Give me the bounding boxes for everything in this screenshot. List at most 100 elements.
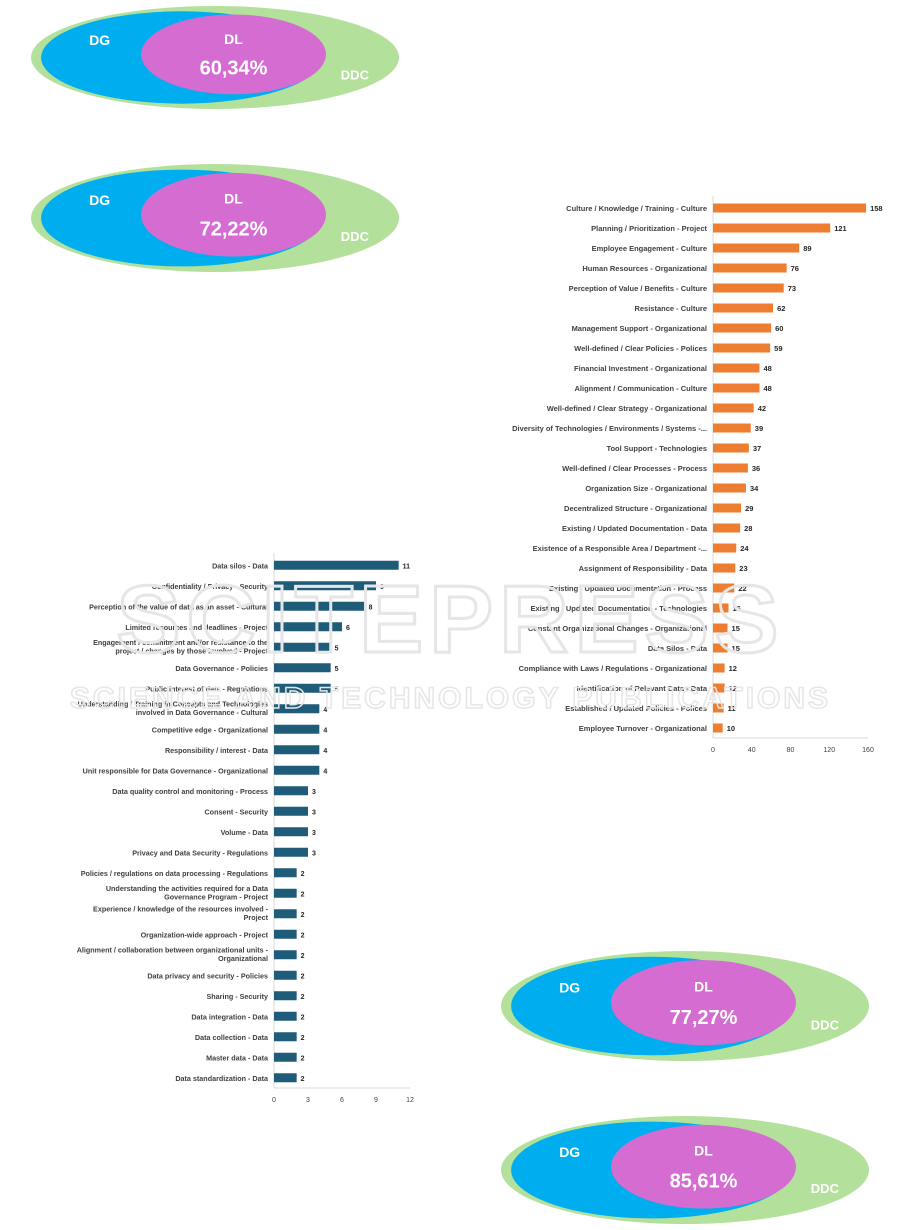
bar bbox=[713, 463, 748, 473]
category-label-line: Volume - Data bbox=[221, 828, 269, 837]
category-label-line: Alignment / collaboration between organi… bbox=[77, 946, 269, 955]
bar bbox=[274, 1032, 297, 1042]
venn-middle-label: DG bbox=[89, 192, 110, 208]
x-tick-label: 40 bbox=[748, 747, 756, 754]
category-label-line: Organization-wide approach - Project bbox=[141, 930, 269, 939]
bar bbox=[274, 827, 308, 837]
category-label: Well-defined / Clear Strategy - Organiza… bbox=[547, 404, 707, 413]
category-label-line: Established / Updated Policies - Polices bbox=[565, 704, 707, 713]
venn-percent: 85,61% bbox=[670, 1171, 738, 1193]
bar bbox=[274, 806, 308, 816]
category-label: Master data - Data bbox=[206, 1053, 269, 1062]
category-label: Financial Investment - Organizational bbox=[574, 364, 707, 373]
x-tick-label: 0 bbox=[711, 747, 715, 754]
bar-value-label: 3 bbox=[312, 789, 316, 796]
venn-1: DG DL 60,34% DDC bbox=[30, 5, 400, 110]
bar-value-label: 10 bbox=[727, 724, 735, 733]
x-tick-label: 6 bbox=[340, 1097, 344, 1104]
bar-value-label: 2 bbox=[301, 932, 305, 939]
venn-4: DG DL 85,61% DDC bbox=[500, 1115, 870, 1225]
x-tick-label: 120 bbox=[823, 747, 835, 754]
bar bbox=[713, 263, 787, 273]
category-label: Existing / Updated Documentation - Techn… bbox=[530, 604, 707, 613]
category-label: Competitive edge - Organizational bbox=[152, 725, 268, 734]
bar bbox=[713, 343, 771, 353]
bar-value-label: 48 bbox=[764, 384, 772, 393]
category-label: Existing / Updated Documentation - Proce… bbox=[549, 584, 707, 593]
bar bbox=[274, 724, 320, 734]
category-label-line: Unit responsible for Data Governance - O… bbox=[83, 766, 268, 775]
category-label-line: Existence of a Responsible Area / Depart… bbox=[533, 544, 707, 553]
category-label-line: Well-defined / Clear Policies - Polices bbox=[574, 344, 707, 353]
category-label-line: Human Resources - Organizational bbox=[582, 264, 707, 273]
bar bbox=[274, 868, 297, 878]
category-label-line: Well-defined / Clear Strategy - Organiza… bbox=[547, 404, 707, 413]
category-label-line: Limited resources and deadlines - Projec… bbox=[125, 623, 268, 632]
bar-value-label: 2 bbox=[301, 871, 305, 878]
bar-value-label: 2 bbox=[301, 1035, 305, 1042]
category-label: Identification of Relevant Data - Data bbox=[577, 684, 708, 693]
category-label: Well-defined / Clear Policies - Polices bbox=[574, 344, 707, 353]
category-label: Existing / Updated Documentation - Data bbox=[562, 524, 708, 533]
bar-value-label: 6 bbox=[346, 625, 350, 632]
category-label: Resistance - Culture bbox=[634, 304, 707, 313]
category-label: Existence of a Responsible Area / Depart… bbox=[533, 544, 707, 553]
bar-value-label: 37 bbox=[753, 444, 761, 453]
category-label-line: Financial Investment - Organizational bbox=[574, 364, 707, 373]
category-label-line: Well-defined / Clear Processes - Process bbox=[562, 464, 707, 473]
bar-value-label: 89 bbox=[803, 244, 811, 253]
venn-inner-label: DL bbox=[694, 978, 713, 994]
bar-value-label: 34 bbox=[750, 484, 759, 493]
bar-value-label: 2 bbox=[301, 912, 305, 919]
category-label: Well-defined / Clear Processes - Process bbox=[562, 464, 707, 473]
category-label-line: Organization Size - Organizational bbox=[585, 484, 707, 493]
bar-value-label: 76 bbox=[791, 264, 799, 273]
bar-value-label: 36 bbox=[752, 464, 760, 473]
category-label-line: Understanding / Training in Concepts and… bbox=[78, 700, 268, 709]
bar-value-label: 24 bbox=[740, 544, 749, 553]
category-label: Alignment / Communication - Culture bbox=[575, 384, 708, 393]
x-tick-label: 0 bbox=[272, 1097, 276, 1104]
category-label: Consent - Security bbox=[204, 807, 268, 816]
bar bbox=[713, 583, 735, 593]
category-label: Assignment of Responsibility - Data bbox=[579, 564, 708, 573]
category-label: Data privacy and security - Policies bbox=[147, 971, 268, 980]
bar-value-label: 42 bbox=[758, 404, 766, 413]
category-label: Decentralized Structure - Organizational bbox=[564, 504, 707, 513]
bar-value-label: 3 bbox=[312, 830, 316, 837]
category-label: Planning / Prioritization - Project bbox=[591, 224, 707, 233]
bar-value-label: 4 bbox=[323, 727, 327, 734]
category-label-line: project / changes by those involved - Pr… bbox=[115, 646, 268, 655]
blue-bar-chart: 11 Data silos - Data 9 Confidentiality / Pr… bbox=[30, 550, 430, 1110]
venn-middle-label: DG bbox=[89, 32, 110, 48]
category-label: Management Support - Organizational bbox=[572, 324, 707, 333]
category-label: Understanding / Training in Concepts and… bbox=[78, 700, 268, 717]
bar bbox=[713, 223, 831, 233]
bar bbox=[713, 423, 751, 433]
bar bbox=[713, 363, 760, 373]
bar-value-label: 5 bbox=[335, 686, 339, 693]
venn-inner-ellipse bbox=[141, 14, 326, 95]
bar bbox=[713, 663, 725, 673]
bar-value-label: 15 bbox=[732, 624, 740, 633]
category-label-line: Management Support - Organizational bbox=[572, 324, 707, 333]
category-label-line: Constant Organizational Changes - Organi… bbox=[528, 624, 707, 633]
bar bbox=[713, 643, 728, 653]
category-label-line: Alignment / Communication - Culture bbox=[575, 384, 708, 393]
category-label: Compliance with Laws / Regulations - Org… bbox=[519, 664, 707, 673]
category-label-line: Data quality control and monitoring - Pr… bbox=[112, 787, 268, 796]
bar bbox=[274, 888, 297, 898]
category-label-line: Responsibility / interest - Data bbox=[165, 746, 269, 755]
venn-inner-label: DL bbox=[224, 191, 243, 207]
category-label-line: Planning / Prioritization - Project bbox=[591, 224, 707, 233]
category-label: Sharing - Security bbox=[206, 992, 268, 1001]
bar-value-label: 9 bbox=[380, 584, 384, 591]
bar-value-label: 39 bbox=[755, 424, 763, 433]
bar-value-label: 59 bbox=[774, 344, 782, 353]
bar bbox=[713, 523, 741, 533]
category-label-line: Project bbox=[244, 913, 269, 922]
bar-value-label: 12 bbox=[729, 664, 737, 673]
category-label: Organization-wide approach - Project bbox=[141, 930, 269, 939]
category-label-line: Decentralized Structure - Organizational bbox=[564, 504, 707, 513]
category-label: Confidentiality / Privacy - Security bbox=[152, 582, 268, 591]
